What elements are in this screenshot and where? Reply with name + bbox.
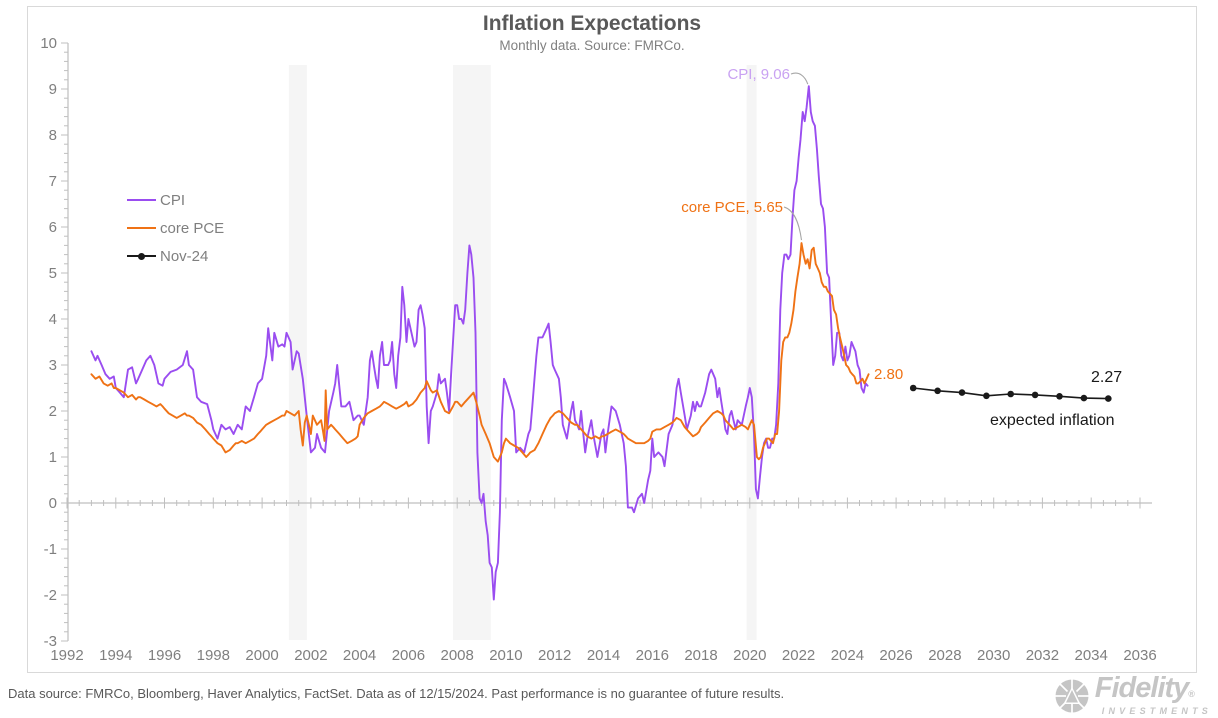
- legend-label-core-pce: core PCE: [160, 219, 225, 237]
- chart-area-border: [27, 6, 1197, 673]
- chart-subtitle: Monthly data. Source: FMRCo.: [499, 38, 685, 53]
- legend-label-nov-24: Nov-24: [160, 247, 209, 265]
- legend: CPI core PCE Nov-24: [127, 186, 224, 270]
- core-pce-peak-annotation: core PCE, 5.65: [681, 199, 783, 216]
- svg-text:2020: 2020: [733, 647, 766, 664]
- fidelity-brand-name: Fidelity: [1094, 672, 1190, 704]
- svg-text:2022: 2022: [782, 647, 815, 664]
- svg-text:2032: 2032: [1026, 647, 1059, 664]
- legend-item-nov-24: Nov-24: [127, 242, 224, 270]
- nov-24-line-swatch-icon: [127, 252, 156, 260]
- svg-text:2004: 2004: [343, 647, 376, 664]
- svg-text:3: 3: [49, 357, 57, 374]
- legend-label-cpi: CPI: [160, 191, 186, 209]
- svg-text:2006: 2006: [392, 647, 425, 664]
- fidelity-logo-text: Fidelity® INVESTMENTS: [1094, 672, 1212, 716]
- data-source-disclaimer: Data source: FMRCo, Bloomberg, Haver Ana…: [8, 686, 785, 701]
- svg-text:2026: 2026: [879, 647, 912, 664]
- legend-item-core-pce: core PCE: [127, 214, 224, 242]
- fidelity-sun-pyramid-icon: [1054, 678, 1089, 713]
- svg-text:2002: 2002: [294, 647, 327, 664]
- page-title: Inflation Expectations: [482, 12, 702, 35]
- core-pce-line-swatch-icon: [127, 227, 156, 229]
- fidelity-investments-subtext: INVESTMENTS: [1101, 706, 1212, 716]
- svg-text:2036: 2036: [1123, 647, 1156, 664]
- expected-inflation-end-value-annotation: 2.27: [1091, 369, 1123, 386]
- svg-text:2008: 2008: [441, 647, 474, 664]
- svg-text:2018: 2018: [684, 647, 717, 664]
- svg-text:1996: 1996: [148, 647, 181, 664]
- svg-text:8: 8: [49, 127, 57, 144]
- svg-text:-1: -1: [44, 541, 57, 558]
- cpi-line-swatch-icon: [127, 199, 156, 201]
- svg-text:9: 9: [49, 81, 57, 98]
- svg-text:2012: 2012: [538, 647, 571, 664]
- expected-inflation-label: expected inflation: [990, 412, 1115, 429]
- svg-text:2024: 2024: [831, 647, 864, 664]
- svg-text:2030: 2030: [977, 647, 1010, 664]
- svg-text:7: 7: [49, 173, 57, 190]
- svg-text:1994: 1994: [99, 647, 132, 664]
- registered-trademark-symbol: ®: [1188, 689, 1195, 699]
- svg-text:5: 5: [49, 265, 57, 282]
- cpi-peak-annotation: CPI, 9.06: [727, 66, 790, 83]
- svg-text:2034: 2034: [1075, 647, 1108, 664]
- fidelity-logo: Fidelity® INVESTMENTS: [1052, 672, 1212, 716]
- svg-text:1992: 1992: [50, 647, 83, 664]
- svg-text:1998: 1998: [197, 647, 230, 664]
- svg-text:2014: 2014: [587, 647, 620, 664]
- core-pce-latest-value-annotation: 2.80: [874, 366, 904, 383]
- svg-text:-2: -2: [44, 587, 57, 604]
- svg-text:-3: -3: [44, 633, 57, 650]
- svg-text:1: 1: [49, 449, 57, 466]
- legend-item-cpi: CPI: [127, 186, 224, 214]
- svg-text:2: 2: [49, 403, 57, 420]
- svg-text:2000: 2000: [245, 647, 278, 664]
- svg-text:10: 10: [40, 35, 57, 52]
- svg-text:2016: 2016: [636, 647, 669, 664]
- svg-text:2028: 2028: [928, 647, 961, 664]
- svg-text:4: 4: [49, 311, 57, 328]
- svg-text:0: 0: [49, 495, 57, 512]
- svg-text:6: 6: [49, 219, 57, 236]
- svg-text:2010: 2010: [489, 647, 522, 664]
